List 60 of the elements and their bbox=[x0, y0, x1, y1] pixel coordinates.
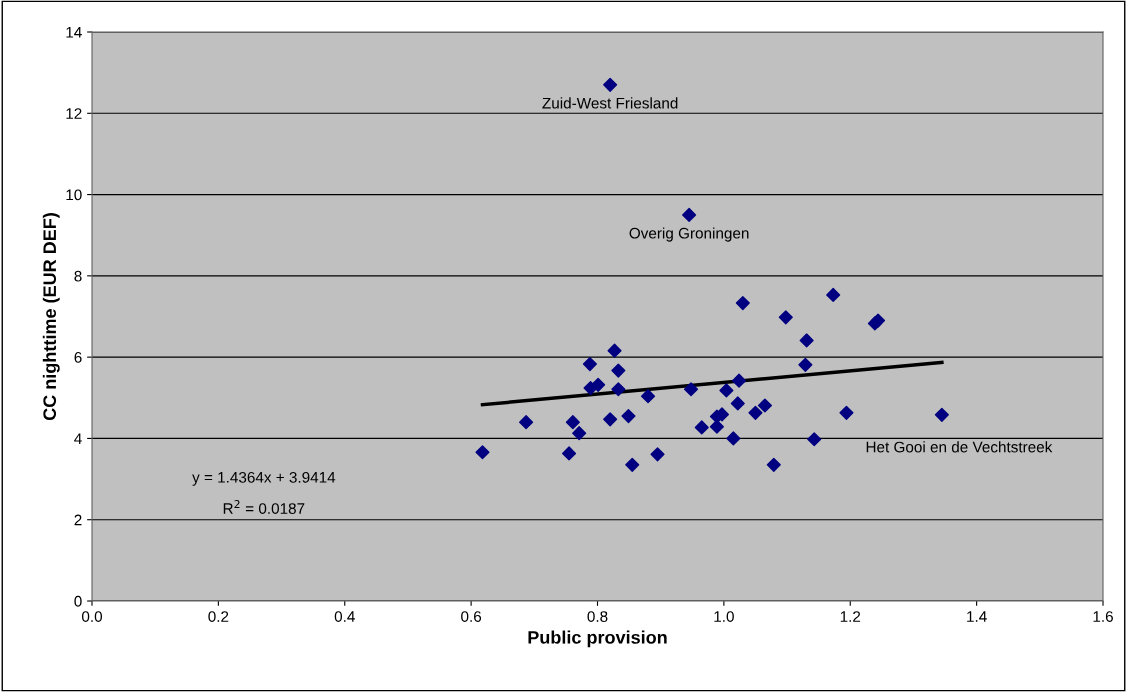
annotation: y = 1.4364x + 3.9414 bbox=[192, 471, 336, 486]
point bbox=[625, 457, 640, 472]
x-tick-label: 0.8 bbox=[587, 611, 608, 622]
x-tick-label: 0.0 bbox=[81, 611, 103, 622]
x-tick-label: 1.0 bbox=[714, 611, 734, 622]
point bbox=[565, 415, 580, 430]
point bbox=[709, 419, 724, 434]
x-tick-label: 1.2 bbox=[840, 611, 861, 622]
y-tick-label: 12 bbox=[66, 108, 82, 119]
y-tick-label: 10 bbox=[66, 189, 82, 201]
point bbox=[572, 426, 587, 441]
y-tick-label: 6 bbox=[74, 352, 82, 363]
y-tick-label: 14 bbox=[66, 27, 82, 38]
point bbox=[748, 405, 763, 420]
point bbox=[640, 389, 656, 404]
point bbox=[799, 333, 814, 348]
point bbox=[475, 445, 490, 460]
point bbox=[591, 377, 606, 392]
x-tick-label: 0.6 bbox=[461, 611, 482, 622]
point bbox=[934, 407, 949, 422]
point bbox=[730, 396, 745, 411]
y-tick-label: 2 bbox=[74, 514, 82, 526]
point bbox=[778, 310, 793, 325]
annotation: Het Gooi en de Vechtstreek bbox=[866, 441, 1053, 453]
point bbox=[731, 373, 747, 388]
point bbox=[694, 420, 709, 435]
y-tick-label: 4 bbox=[74, 433, 82, 444]
point bbox=[807, 432, 822, 447]
point bbox=[611, 382, 626, 397]
point bbox=[826, 287, 841, 303]
y-axis-title: CC nighttime (EUR DEF) bbox=[42, 213, 60, 421]
point bbox=[766, 457, 781, 472]
point bbox=[798, 357, 813, 372]
point bbox=[603, 77, 618, 92]
point bbox=[719, 383, 734, 398]
y-tick-label: 8 bbox=[74, 270, 82, 282]
point bbox=[683, 382, 699, 397]
point bbox=[839, 405, 854, 420]
point bbox=[607, 343, 622, 358]
point bbox=[650, 447, 665, 462]
point bbox=[611, 363, 626, 378]
point bbox=[735, 296, 750, 311]
point bbox=[621, 409, 636, 424]
annotation: R$^{2}$ = 0.0187 bbox=[223, 500, 305, 514]
point bbox=[726, 431, 741, 446]
x-tick-label: 1.6 bbox=[1093, 611, 1113, 622]
point bbox=[519, 415, 534, 430]
point bbox=[603, 412, 618, 427]
point bbox=[870, 313, 886, 328]
point bbox=[582, 356, 597, 372]
point bbox=[757, 398, 773, 413]
x-tick-label: 1.4 bbox=[967, 611, 987, 622]
y-tick-label: 0 bbox=[74, 595, 82, 607]
annotation: Zuid-West Friesland bbox=[542, 97, 678, 109]
x-axis-title: Public provision bbox=[528, 630, 667, 648]
point bbox=[682, 207, 697, 222]
x-tick-label: 0.4 bbox=[334, 611, 355, 622]
x-tick-label: 0.2 bbox=[208, 611, 229, 622]
point bbox=[562, 446, 577, 461]
annotation: Overig Groningen bbox=[629, 227, 749, 242]
